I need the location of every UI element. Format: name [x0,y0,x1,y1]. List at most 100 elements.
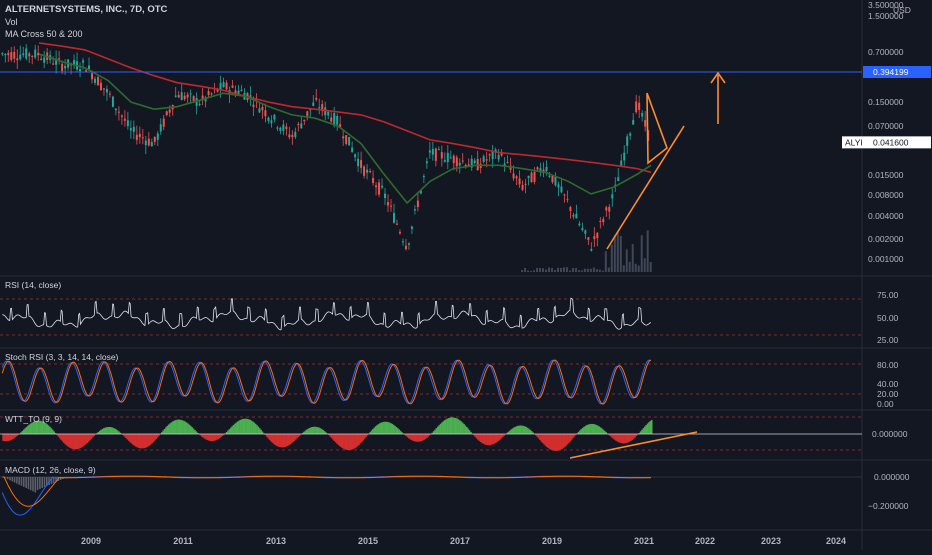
wtt-bar [212,434,214,441]
wtt-bar [73,434,75,449]
wtt-bar [147,434,149,447]
wtt-bar [242,419,244,434]
wtt-bar [527,428,529,434]
volume-bar [560,268,562,272]
wtt-bar [125,434,127,438]
wtt-bar [171,422,173,434]
ma200-line [39,43,651,172]
wtt-bar [449,418,451,434]
wtt-bar [234,424,236,434]
x-tick-label: 2021 [634,536,654,546]
wtt-bar [63,434,65,443]
candle-body [342,136,344,138]
wtt-bar [182,420,184,434]
wtt-bar [258,427,260,434]
candle-body [10,52,12,60]
symbol-title[interactable]: ALTERNETSYSTEMS, INC., 7D, OTC [5,4,167,16]
candle-body [486,159,488,160]
wtt-bar [335,434,337,442]
wtt-bar [78,434,80,449]
wtt-bar [29,425,31,434]
wtt-bar [241,419,243,434]
wtt-bar [85,434,87,444]
wtt-bar [149,434,151,446]
wtt-bar [309,428,311,434]
wtt-bar [231,426,233,434]
candle-body [453,156,455,163]
wtt-bar [162,431,164,434]
wtt-bar [441,423,443,434]
volume-bar [644,258,646,272]
wtt-bar [127,434,129,439]
candle-body [626,136,628,145]
wtt-bar [251,421,253,434]
wtt-bar [291,434,293,443]
wtt-bar [274,434,276,445]
wtt-bar [104,428,106,434]
wtt-bar [476,434,478,438]
candle-body [145,141,147,145]
wtt-bar [4,434,6,441]
wtt-bar [202,434,204,438]
candle-body [121,115,123,116]
wtt-bar [110,427,112,434]
candle-body [169,110,171,113]
wtt-bar [466,427,468,434]
wtt-bar [117,430,119,434]
wtt-bar [651,420,653,434]
candle-body [644,120,646,127]
wtt-bar [391,424,393,434]
rsi-tick-label: 25.00 [877,335,899,345]
wtt-bar [487,434,489,445]
wtt-bar [647,424,649,434]
candle-body [220,83,222,89]
candle-body [16,58,18,60]
candle-body [282,125,284,131]
volume-bar [602,271,604,272]
wtt-bar [546,434,548,447]
wtt-bar [556,434,558,451]
candle-body [148,139,150,146]
candle-body [297,124,299,125]
candle-body [411,227,413,229]
wtt-bar [452,417,454,434]
wtt-bar [340,434,342,447]
candle-body [82,60,84,62]
candle-body [623,153,625,161]
wtt-bar [255,424,257,434]
wtt-bar [524,426,526,434]
x-tick-label: 2013 [266,536,286,546]
stoch-label[interactable]: Stoch RSI (3, 3, 14, 14, close) [5,352,118,362]
wtt-bar [569,434,571,441]
wtt-bar [153,434,155,442]
wtt-bar [542,434,544,443]
wtt-bar [44,422,46,434]
wtt-bar [423,434,425,440]
wtt-bar [386,422,388,434]
wtt-bar [518,426,520,434]
wtt-bar [491,434,493,445]
wtt-bar [172,421,174,434]
volume-bar [623,265,625,272]
macd-label[interactable]: MACD (12, 26, close, 9) [5,465,96,475]
last-price-value: 0.041600 [873,137,909,147]
wtt-label[interactable]: WTT_TO (9, 9) [5,414,62,424]
volume-label[interactable]: Vol [5,16,167,28]
macd-hist-bar [25,477,27,488]
candle-body [408,243,410,244]
wtt-bar [600,427,602,434]
macd-hist-bar [16,477,18,484]
wtt-bar [396,427,398,434]
wtt-bar [356,434,358,447]
candle-body [160,124,162,131]
volume-bar [587,269,589,272]
rsi-label[interactable]: RSI (14, close) [5,280,61,290]
candle-body [193,96,195,101]
macd-hist-bar [7,477,9,479]
wtt-bar [103,428,105,434]
wtt-bar [597,426,599,434]
ma-label[interactable]: MA Cross 50 & 200 [5,28,167,40]
wtt-bar [288,434,290,445]
